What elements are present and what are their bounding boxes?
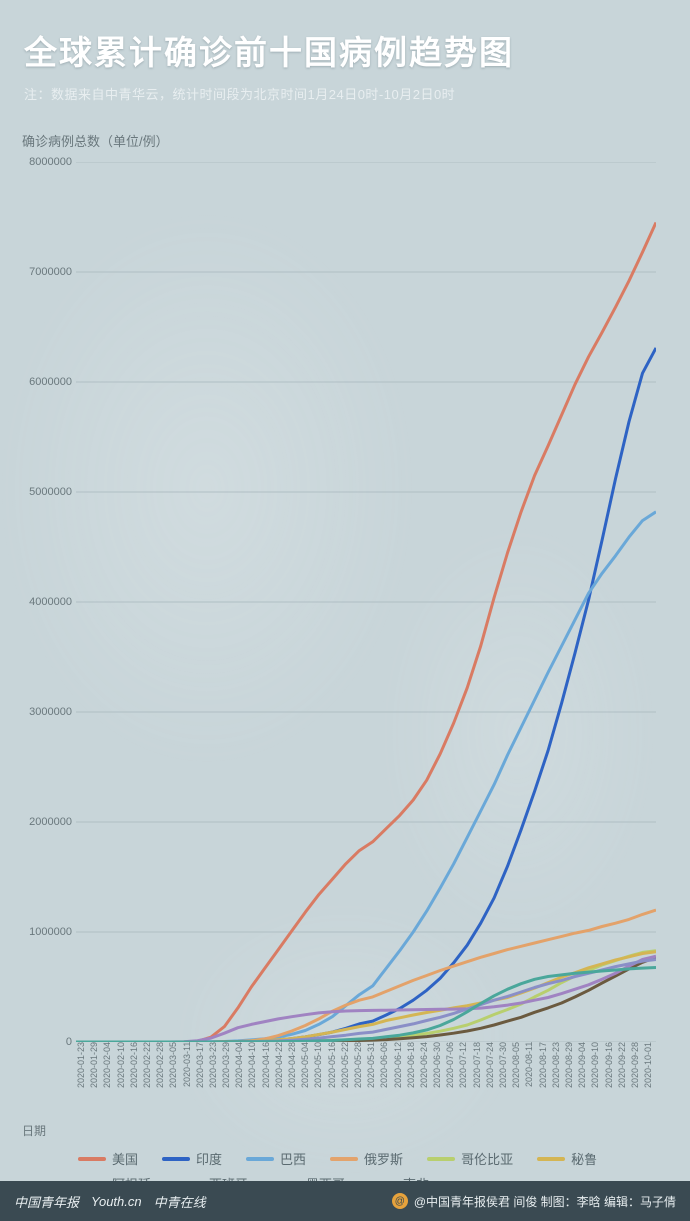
footer: 中国青年报 Youth.cn 中青在线 @ @中国青年报侯君 间俊 制图：李晗 … bbox=[0, 1181, 690, 1221]
x-tick: 2020-03-05 bbox=[168, 1042, 181, 1116]
chart: 确诊病例总数（单位/例） 0 1000000 2000000 3000000 40000… bbox=[18, 131, 672, 1139]
x-tick: 2020-03-29 bbox=[221, 1042, 234, 1116]
footer-brands: 中国青年报 Youth.cn 中青在线 bbox=[14, 1192, 206, 1211]
x-tick: 2020-09-28 bbox=[630, 1042, 643, 1116]
x-tick: 2020-04-16 bbox=[261, 1042, 274, 1116]
x-tick: 2020-01-23 bbox=[76, 1042, 89, 1116]
x-ticks: 2020-01-232020-01-292020-02-042020-02-10… bbox=[76, 1042, 656, 1116]
x-tick: 2020-04-04 bbox=[234, 1042, 247, 1116]
page-subtitle: 注：数据来自中青华云，统计时间段为北京时间1月24日0时-10月2日0时 bbox=[24, 84, 666, 103]
x-tick: 2020-05-10 bbox=[313, 1042, 326, 1116]
brand-2: Youth.cn bbox=[91, 1194, 142, 1209]
x-tick: 2020-01-29 bbox=[89, 1042, 102, 1116]
x-tick: 2020-05-16 bbox=[327, 1042, 340, 1116]
x-tick: 2020-04-22 bbox=[274, 1042, 287, 1116]
x-tick: 2020-02-28 bbox=[155, 1042, 168, 1116]
x-tick: 2020-06-18 bbox=[406, 1042, 419, 1116]
footer-credit: @ @中国青年报侯君 间俊 制图：李晗 编辑：马子倩 bbox=[392, 1193, 676, 1210]
x-tick: 2020-06-30 bbox=[432, 1042, 445, 1116]
y-tick: 1000000 bbox=[29, 926, 72, 938]
header: 全球累计确诊前十国病例趋势图 注：数据来自中青华云，统计时间段为北京时间1月24… bbox=[0, 0, 690, 111]
x-tick: 2020-07-24 bbox=[485, 1042, 498, 1116]
y-tick: 7000000 bbox=[29, 266, 72, 278]
x-tick: 2020-03-23 bbox=[208, 1042, 221, 1116]
x-tick: 2020-07-30 bbox=[498, 1042, 511, 1116]
x-tick: 2020-07-12 bbox=[458, 1042, 471, 1116]
x-tick: 2020-04-10 bbox=[247, 1042, 260, 1116]
credit-text: @中国青年报侯君 间俊 制图：李晗 编辑：马子倩 bbox=[414, 1193, 676, 1210]
x-tick: 2020-08-17 bbox=[538, 1042, 551, 1116]
x-tick: 2020-09-16 bbox=[604, 1042, 617, 1116]
y-ticks: 0100000020000003000000400000050000006000… bbox=[18, 162, 76, 1042]
x-tick: 2020-08-05 bbox=[511, 1042, 524, 1116]
plot-wrap: 0100000020000003000000400000050000006000… bbox=[18, 162, 672, 1042]
y-tick: 3000000 bbox=[29, 706, 72, 718]
y-tick: 0 bbox=[66, 1036, 72, 1048]
page-title: 全球累计确诊前十国病例趋势图 bbox=[24, 26, 666, 74]
x-tick: 2020-04-28 bbox=[287, 1042, 300, 1116]
x-tick: 2020-06-06 bbox=[379, 1042, 392, 1116]
y-tick: 6000000 bbox=[29, 376, 72, 388]
x-tick: 2020-07-06 bbox=[445, 1042, 458, 1116]
plot-svg bbox=[76, 162, 656, 1042]
brand-1: 中国青年报 bbox=[14, 1192, 79, 1211]
x-tick: 2020-05-04 bbox=[300, 1042, 313, 1116]
x-tick: 2020-05-22 bbox=[340, 1042, 353, 1116]
x-tick: 2020-09-22 bbox=[617, 1042, 630, 1116]
y-tick: 4000000 bbox=[29, 596, 72, 608]
x-tick: 2020-08-23 bbox=[551, 1042, 564, 1116]
brand-3: 中青在线 bbox=[154, 1192, 206, 1211]
y-tick: 5000000 bbox=[29, 486, 72, 498]
y-axis-label: 确诊病例总数（单位/例） bbox=[22, 131, 672, 150]
x-tick: 2020-08-11 bbox=[524, 1042, 537, 1116]
x-tick: 2020-05-31 bbox=[366, 1042, 379, 1116]
x-tick: 2020-09-10 bbox=[590, 1042, 603, 1116]
y-tick: 2000000 bbox=[29, 816, 72, 828]
x-tick: 2020-02-22 bbox=[142, 1042, 155, 1116]
x-tick: 2020-06-12 bbox=[393, 1042, 406, 1116]
x-tick: 2020-02-10 bbox=[116, 1042, 129, 1116]
weibo-icon: @ bbox=[392, 1193, 408, 1209]
x-tick: 2020-07-18 bbox=[472, 1042, 485, 1116]
x-axis-label: 日期 bbox=[22, 1122, 672, 1139]
y-tick: 8000000 bbox=[29, 156, 72, 168]
x-tick: 2020-10-01 bbox=[643, 1042, 656, 1116]
x-tick: 2020-03-11 bbox=[182, 1042, 195, 1116]
x-tick: 2020-06-24 bbox=[419, 1042, 432, 1116]
x-tick: 2020-09-04 bbox=[577, 1042, 590, 1116]
x-tick: 2020-03-17 bbox=[195, 1042, 208, 1116]
x-tick: 2020-02-04 bbox=[102, 1042, 115, 1116]
x-tick: 2020-05-28 bbox=[353, 1042, 366, 1116]
x-tick: 2020-02-16 bbox=[129, 1042, 142, 1116]
x-tick: 2020-08-29 bbox=[564, 1042, 577, 1116]
